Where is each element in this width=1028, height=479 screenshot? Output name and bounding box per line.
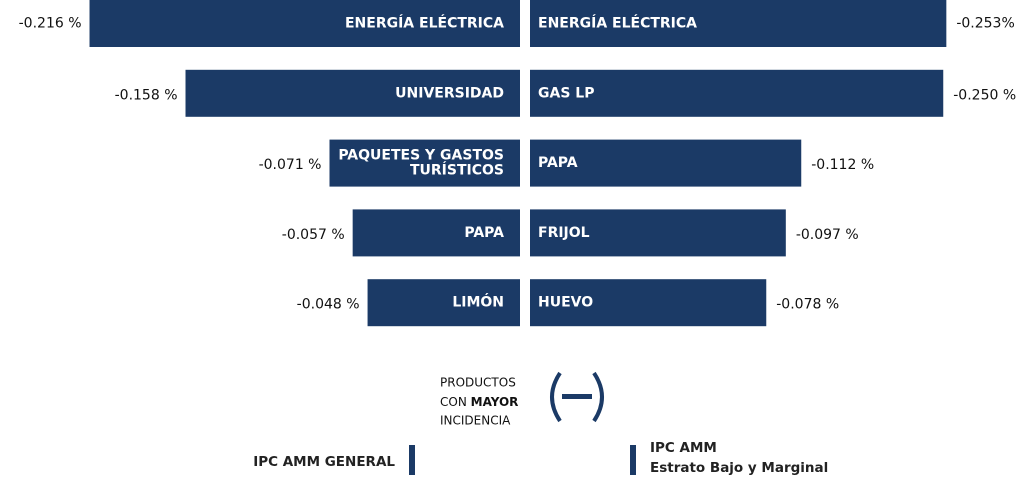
category-label: GAS LP <box>538 85 594 101</box>
value-label: -0.250 % <box>953 87 1016 103</box>
value-label: -0.048 % <box>297 297 360 313</box>
bar <box>352 209 520 257</box>
bar <box>89 0 521 47</box>
bar <box>367 279 520 327</box>
category-label: HUEVO <box>538 295 593 311</box>
value-label: -0.057 % <box>282 227 345 243</box>
category-label: UNIVERSIDAD <box>395 85 504 101</box>
note-line: PRODUCTOS <box>440 376 516 390</box>
value-label: -0.158 % <box>115 87 178 103</box>
note-word: CON <box>440 395 467 409</box>
category-label: PAQUETES Y GASTOS TURÍSTICOS <box>338 148 504 179</box>
paren <box>550 371 562 423</box>
chart-title: IPC AMM GENERAL <box>253 454 395 470</box>
note-line: INCIDENCIA <box>440 414 511 428</box>
value-label: -0.112 % <box>811 157 874 173</box>
note-word: MAYOR <box>471 395 519 409</box>
category-label: LIMÓN <box>452 293 504 311</box>
category-label: PAPA <box>464 225 504 241</box>
bar <box>185 69 520 117</box>
category-label: ENERGÍA ELÉCTRICA <box>345 15 504 32</box>
bar <box>530 279 767 327</box>
bar <box>530 209 786 257</box>
value-label: -0.071 % <box>259 157 322 173</box>
bar <box>329 139 520 187</box>
bar <box>530 69 944 117</box>
chart-title: Estrato Bajo y Marginal <box>650 460 828 476</box>
category-line: TURÍSTICOS <box>410 162 504 179</box>
note-line: CON MAYOR <box>440 395 518 409</box>
chart-title: IPC AMM <box>650 440 717 456</box>
value-label: -0.216 % <box>19 16 82 32</box>
legend-bar <box>409 445 415 475</box>
value-label: -0.253% <box>956 16 1014 32</box>
category-label: PAPA <box>538 155 578 171</box>
category-line: PAQUETES Y GASTOS <box>338 148 504 164</box>
value-label: -0.078 % <box>776 297 839 313</box>
dash <box>562 394 592 399</box>
value-label: -0.097 % <box>796 227 859 243</box>
legend-bar <box>630 445 636 475</box>
bar <box>530 139 802 187</box>
category-label: FRIJOL <box>538 225 590 241</box>
category-label: ENERGÍA ELÉCTRICA <box>538 15 697 32</box>
paren <box>592 371 604 423</box>
bar <box>530 0 947 47</box>
